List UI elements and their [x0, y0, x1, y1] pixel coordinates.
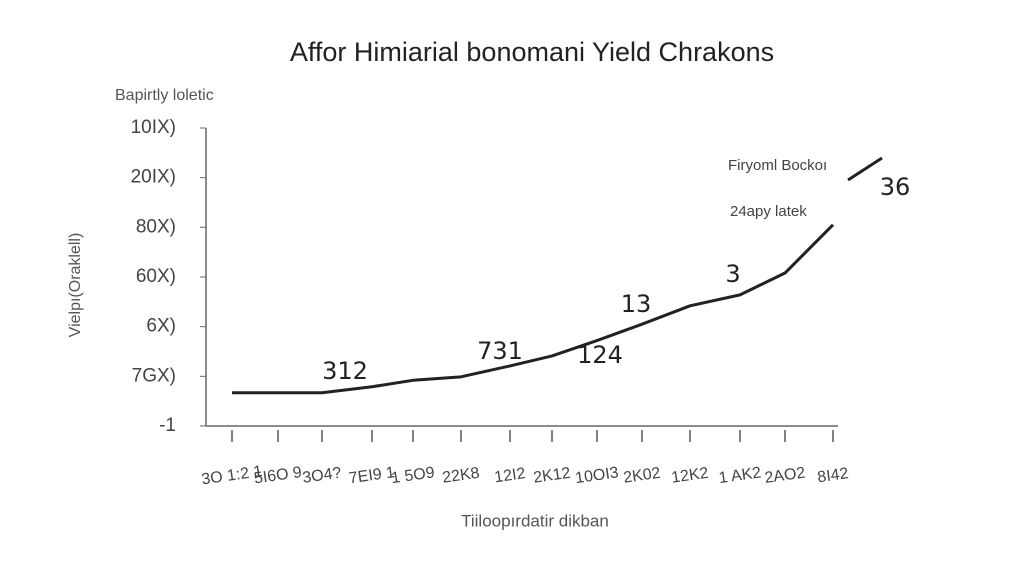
- x-tick-label: 2K02: [622, 465, 661, 487]
- y-tick-label: 10IX): [131, 117, 176, 138]
- legend-note: 24apy latek: [730, 203, 807, 220]
- y-tick-label: 80X): [136, 216, 176, 237]
- y-tick-label: 60X): [136, 266, 176, 287]
- y-tick-label: 7GX): [132, 365, 176, 386]
- x-tick-label: 1 AK2: [718, 464, 763, 487]
- chart-title: Affor Himiarial bonomani Yield Chrakons: [290, 37, 774, 67]
- x-tick-label: 7EI9 1: [348, 464, 396, 487]
- x-tick-label: 22K8: [441, 465, 480, 487]
- legend-label: Firyoml Bockoı: [728, 157, 827, 174]
- x-tick-label: 2K12: [532, 465, 571, 487]
- line-series: [232, 223, 835, 395]
- x-tick-label: 1 5O9: [390, 464, 436, 487]
- annotation: 3: [725, 260, 740, 288]
- x-tick-label: 5I6O 9: [253, 464, 303, 488]
- x-tick-label: 12K2: [670, 465, 709, 487]
- x-tick-label: 8I42: [816, 465, 849, 486]
- x-tick-label: 3O4?: [301, 465, 342, 487]
- y-tick-label: -1: [159, 415, 176, 436]
- x-axis-label: Tiiloopırdatir dikban: [461, 511, 609, 530]
- annotation: 36: [880, 173, 911, 201]
- y-axis-label: Vielpı(Oraklell): [67, 233, 84, 338]
- x-tick-label: 2AO2: [764, 464, 807, 487]
- x-tick-label: 10OI3: [574, 464, 620, 487]
- x-tick-label: 12I2: [493, 465, 526, 486]
- legend-swatch: [847, 156, 883, 182]
- annotation: 731: [477, 337, 523, 365]
- annotation: 124: [577, 341, 623, 369]
- y-tick-label: 20IX): [131, 167, 176, 188]
- y-tick-label: 6X): [146, 316, 176, 337]
- annotation: 13: [621, 290, 652, 318]
- annotation: 312: [322, 357, 368, 385]
- subtitle: Bapirtly loletic: [115, 87, 214, 104]
